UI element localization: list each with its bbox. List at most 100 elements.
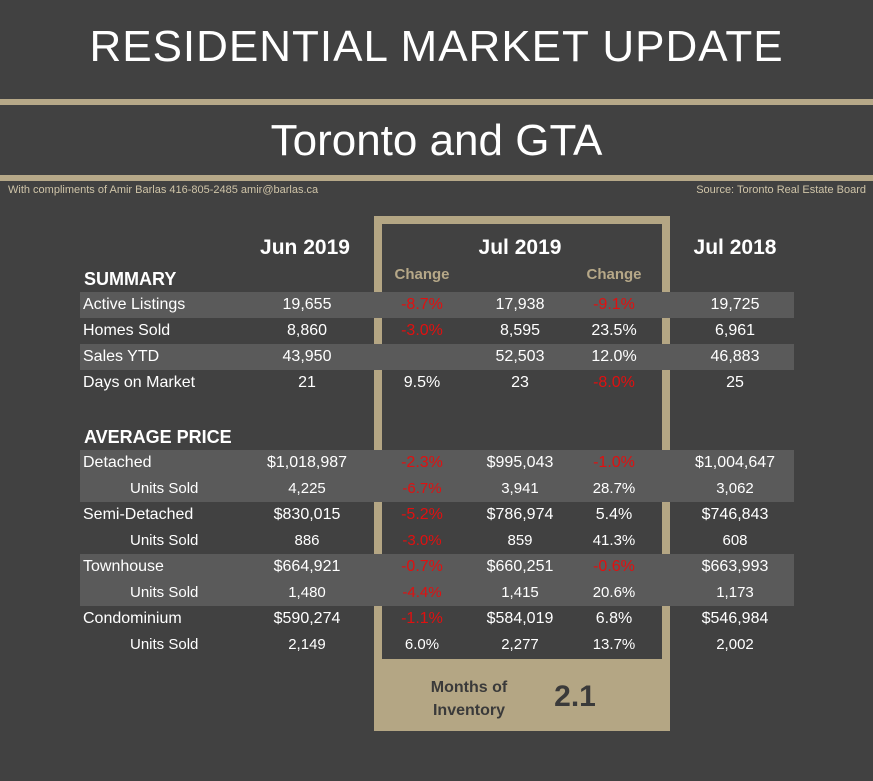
months-of-inventory-label: Months of Inventory: [430, 679, 508, 719]
row-label: Units Sold: [130, 480, 199, 497]
cell-jul: 52,503: [495, 348, 545, 365]
cell-ch2: 12.0%: [591, 348, 637, 365]
cell-jul18: 3,062: [716, 480, 754, 497]
cell-jul: 17,938: [495, 296, 545, 313]
table-row: Semi-Detached $830,015 -5.2% $786,974 5.4% $7…: [80, 502, 794, 528]
cell-ch2: 5.4%: [595, 506, 633, 523]
cell-jul18: 2,002: [716, 636, 754, 653]
section-average-price: AVERAGE PRICE: [84, 427, 232, 447]
row-shade: [670, 476, 794, 502]
column-header-jul-2018: Jul 2018: [693, 236, 777, 259]
cell-ch1: -3.0%: [401, 322, 443, 339]
cell-ch2: 28.7%: [592, 480, 636, 497]
credit-text: With compliments of Amir Barlas 416-805-…: [8, 184, 319, 196]
cell-jun: $1,018,987: [266, 454, 348, 471]
cell-jun: 21: [298, 374, 316, 391]
table-row-units-sold: Units Sold 4,225 -6.7% 3,941 28.7% 3,062: [80, 476, 794, 502]
cell-jun: $590,274: [273, 610, 341, 627]
cell-jul18: $546,984: [701, 610, 769, 627]
row-label: Days on Market: [83, 374, 196, 391]
row-label: Units Sold: [130, 584, 199, 601]
row-shade: [382, 344, 678, 370]
cell-ch1: -5.2%: [401, 506, 443, 523]
row-label: Condominium: [83, 610, 182, 627]
cell-ch1: 6.0%: [404, 636, 440, 653]
change-header-jun: Change: [394, 266, 450, 283]
column-header-jun-2019: Jun 2019: [260, 236, 350, 259]
cell-jun: 8,860: [286, 322, 328, 339]
report-title: RESIDENTIAL MARKET UPDATE: [89, 22, 784, 71]
row-shade: [670, 344, 794, 370]
cell-jun: $664,921: [273, 558, 341, 575]
row-shade: [670, 580, 794, 606]
cell-ch2: -8.0%: [593, 374, 635, 391]
row-shade: [670, 450, 794, 476]
cell-ch1: -3.0%: [402, 532, 442, 549]
cell-jul: 23: [511, 374, 529, 391]
table-row: Homes Sold 8,860 -3.0% 8,595 23.5% 6,961: [80, 318, 794, 344]
table-row-units-sold: Units Sold 1,480 -4.4% 1,415 20.6% 1,173: [80, 580, 794, 606]
row-label: Sales YTD: [83, 348, 160, 365]
cell-ch2: 23.5%: [591, 322, 637, 339]
change-header-jul18: Change: [586, 266, 642, 283]
title-rule-bottom: [0, 175, 873, 181]
row-shade: [80, 344, 382, 370]
row-label: Active Listings: [83, 296, 186, 313]
cell-jul18: 25: [726, 374, 744, 391]
source-text: Source: Toronto Real Estate Board: [696, 184, 866, 196]
title-rule-top: [0, 99, 873, 105]
cell-jul: 1,415: [501, 584, 539, 601]
row-shade: [670, 292, 794, 318]
cell-ch1: -0.7%: [401, 558, 443, 575]
cell-jul: $786,974: [486, 506, 554, 523]
cell-jul: $995,043: [486, 454, 554, 471]
row-label: Units Sold: [130, 636, 199, 653]
column-header-jul-2019: Jul 2019: [478, 236, 562, 259]
row-shade: [382, 476, 678, 502]
cell-ch2: 13.7%: [592, 636, 636, 653]
cell-ch1: -8.7%: [401, 296, 443, 313]
row-shade: [670, 554, 794, 580]
cell-jul18: 6,961: [714, 322, 756, 339]
table-row: Active Listings 19,655 -8.7% 17,938 -9.1% 19,…: [80, 292, 794, 318]
table-row: Days on Market 21 9.5% 23 -8.0% 25: [80, 370, 794, 396]
cell-jun: 886: [294, 532, 320, 549]
cell-ch2: 20.6%: [592, 584, 636, 601]
cell-jun: 43,950: [282, 348, 332, 365]
cell-ch2: -1.0%: [593, 454, 635, 471]
cell-ch1: -4.4%: [402, 584, 442, 601]
cell-ch1: -6.7%: [402, 480, 442, 497]
cell-jul: 859: [507, 532, 533, 549]
cell-jun: 1,480: [288, 584, 326, 601]
row-shade: [382, 450, 678, 476]
months-of-inventory-value: 2.1: [554, 680, 596, 713]
cell-ch2: -0.6%: [593, 558, 635, 575]
cell-jul: $660,251: [486, 558, 554, 575]
cell-jul18: 46,883: [710, 348, 760, 365]
row-label: Units Sold: [130, 532, 199, 549]
cell-jul: 2,277: [501, 636, 539, 653]
row-shade: [382, 580, 678, 606]
row-label: Detached: [83, 454, 152, 471]
table-row: Detached $1,018,987 -2.3% $995,043 -1.0% $1,0…: [80, 450, 794, 476]
row-label: Townhouse: [83, 558, 164, 575]
row-shade: [382, 292, 678, 318]
row-shade: [80, 450, 382, 476]
table-row: Townhouse $664,921 -0.7% $660,251 -0.6% $663,…: [80, 554, 794, 580]
cell-jun: 19,655: [282, 296, 332, 313]
cell-jul: 3,941: [501, 480, 539, 497]
row-label: Semi-Detached: [83, 506, 194, 523]
section-summary: SUMMARY: [84, 269, 177, 289]
cell-jul: $584,019: [486, 610, 554, 627]
table-row-units-sold: Units Sold 886 -3.0% 859 41.3% 608: [80, 528, 794, 554]
cell-ch1: -1.1%: [401, 610, 443, 627]
cell-jul: 8,595: [499, 322, 541, 339]
row-label: Homes Sold: [83, 322, 171, 339]
cell-jul18: $1,004,647: [694, 454, 776, 471]
cell-ch2: 6.8%: [595, 610, 633, 627]
table-row: Sales YTD 43,950 52,503 12.0% 46,883: [80, 344, 794, 370]
row-shade: [80, 292, 382, 318]
row-shade: [80, 580, 382, 606]
cell-jun: 2,149: [288, 636, 326, 653]
cell-jul18: 1,173: [716, 584, 754, 601]
